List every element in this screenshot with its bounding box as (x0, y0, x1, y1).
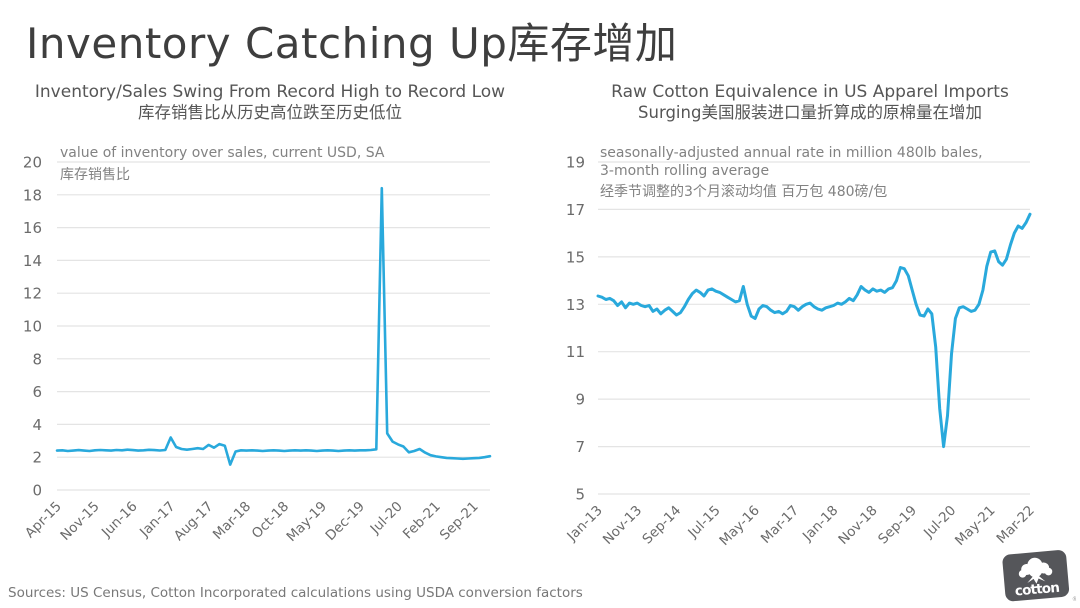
svg-text:20: 20 (23, 154, 42, 172)
svg-text:15: 15 (566, 248, 585, 266)
svg-text:8: 8 (32, 350, 42, 368)
svg-text:value of inventory over sales,: value of inventory over sales, current U… (60, 145, 385, 161)
svg-text:Sep-21: Sep-21 (437, 499, 482, 544)
registered-trademark-symbol: ® (1072, 596, 1077, 603)
svg-text:Mar-18: Mar-18 (210, 499, 254, 543)
svg-text:16: 16 (23, 219, 42, 237)
svg-text:Aug-17: Aug-17 (171, 499, 217, 545)
svg-text:Nov-13: Nov-13 (600, 503, 645, 548)
svg-text:seasonally-adjusted annual rat: seasonally-adjusted annual rate in milli… (600, 145, 983, 161)
svg-text:4: 4 (32, 416, 42, 434)
svg-text:Sep-19: Sep-19 (875, 503, 920, 548)
sources-note: Sources: US Census, Cotton Incorporated … (8, 585, 583, 601)
inventory-sales-line-chart: 20181614121086420Apr-15Nov-15Jun-16Jan-1… (22, 145, 492, 545)
left-chart-title-en: Inventory/Sales Swing From Record High t… (34, 82, 506, 102)
svg-text:Apr-15: Apr-15 (22, 499, 65, 542)
svg-text:7: 7 (575, 438, 585, 456)
svg-text:Sep-14: Sep-14 (639, 503, 684, 548)
svg-text:12: 12 (23, 285, 42, 303)
right-chart-title-zh: Surging美国服装进口量折算成的原棉量在增加 (638, 103, 982, 123)
svg-text:May-21: May-21 (952, 503, 998, 549)
svg-text:Jun-16: Jun-16 (98, 499, 141, 542)
page-title: Inventory Catching Up库存增加 (26, 19, 678, 68)
right-chart-header: Raw Cotton Equivalence in US Apparel Imp… (540, 82, 1080, 124)
svg-text:18: 18 (23, 186, 42, 204)
svg-text:13: 13 (566, 296, 585, 314)
svg-text:11: 11 (566, 343, 585, 361)
cotton-boll-icon (1018, 557, 1053, 584)
logo-wordmark: cotton (1014, 580, 1060, 600)
svg-text:Mar-17: Mar-17 (758, 503, 802, 547)
right-chart-title-en: Raw Cotton Equivalence in US Apparel Imp… (611, 82, 1009, 102)
svg-text:May-16: May-16 (716, 503, 762, 549)
cotton-incorporated-logo: cotton ® (1002, 550, 1077, 603)
svg-text:5: 5 (575, 486, 585, 504)
svg-text:0: 0 (32, 482, 42, 500)
svg-text:Jan-18: Jan-18 (799, 503, 841, 545)
svg-text:Nov-18: Nov-18 (835, 503, 880, 548)
svg-text:Jan-13: Jan-13 (563, 503, 605, 545)
svg-text:6: 6 (32, 383, 42, 401)
svg-text:May-19: May-19 (284, 499, 330, 545)
svg-text:Nov-15: Nov-15 (57, 499, 102, 544)
svg-text:17: 17 (566, 201, 585, 219)
svg-text:10: 10 (23, 318, 42, 336)
svg-text:Dec-19: Dec-19 (323, 499, 368, 544)
left-chart-header: Inventory/Sales Swing From Record High t… (0, 82, 540, 124)
svg-text:Feb-21: Feb-21 (400, 499, 444, 543)
svg-text:2: 2 (32, 449, 42, 467)
svg-text:Mar-22: Mar-22 (994, 503, 1038, 547)
svg-text:9: 9 (575, 391, 585, 409)
svg-text:14: 14 (23, 252, 42, 270)
svg-text:经季节调整的3个月滚动均值 百万包 480磅/包: 经季节调整的3个月滚动均值 百万包 480磅/包 (600, 183, 887, 200)
left-chart-title-zh: 库存销售比从历史高位跌至历史低位 (138, 103, 402, 123)
svg-text:库存销售比: 库存销售比 (60, 167, 130, 183)
svg-text:19: 19 (566, 154, 585, 172)
svg-text:3-month rolling average: 3-month rolling average (600, 163, 769, 179)
